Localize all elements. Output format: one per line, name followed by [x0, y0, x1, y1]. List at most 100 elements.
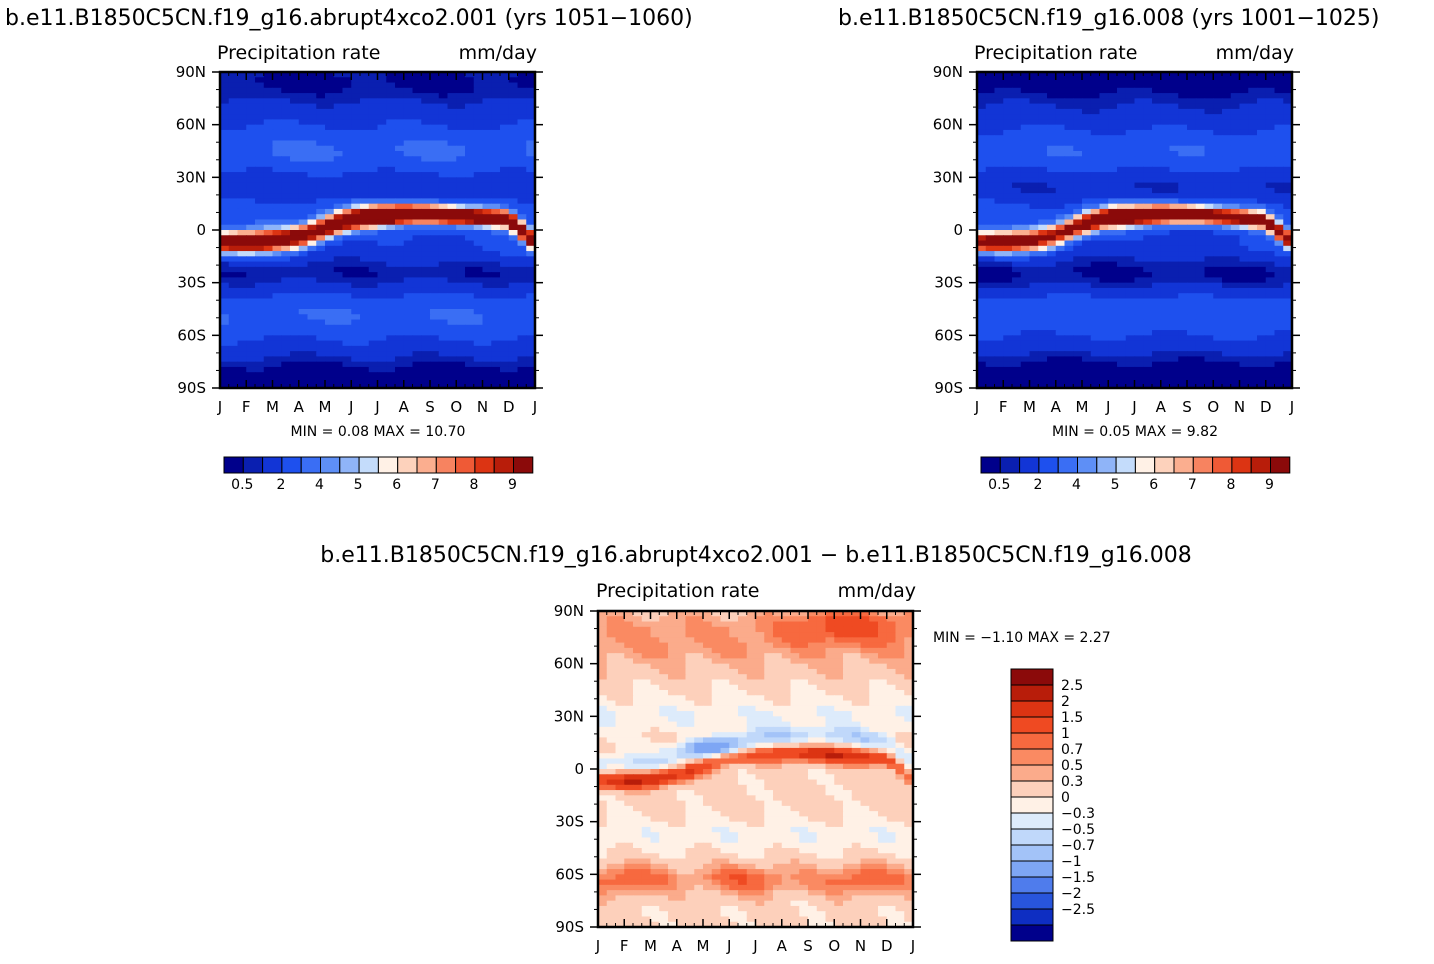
panel-b-cell — [1012, 309, 1022, 315]
panel-diff-cell — [729, 642, 739, 649]
panel-b-cell — [1222, 98, 1232, 105]
panel-b-cell — [1187, 261, 1197, 268]
panel-b-cell — [1283, 335, 1292, 342]
panel-a-cell — [430, 287, 440, 294]
panel-a-cell — [220, 219, 230, 226]
panel-a-cell — [281, 135, 291, 142]
panel-b-cell — [1283, 256, 1292, 263]
panel-b-cell — [1029, 72, 1039, 78]
panel-a-cell — [526, 335, 535, 342]
panel-b-cell — [1055, 166, 1066, 173]
panel-a-cell — [430, 77, 440, 84]
panel-a-cell — [316, 324, 326, 331]
panel-a-cell — [307, 251, 317, 257]
panel-b-cell — [1038, 208, 1048, 215]
panel-b-cell — [1274, 151, 1284, 157]
panel-a-cell — [482, 256, 492, 263]
panel-b-cell — [985, 208, 996, 215]
panel-b-cell — [1099, 151, 1109, 157]
panel-a-cell — [456, 340, 466, 347]
panel-b-cell — [1187, 356, 1197, 363]
panel-b: b.e11.B1850C5CN.f19_g16.008 (yrs 1001−10… — [838, 6, 1380, 493]
panel-b-cell — [1204, 240, 1214, 247]
panel-diff-cell — [860, 653, 870, 659]
panel-a-cell — [307, 140, 317, 147]
panel-a-cell — [403, 335, 414, 342]
panel-b-cell — [985, 187, 996, 194]
panel-b-cell — [977, 340, 987, 347]
panel-a-cell — [237, 156, 247, 163]
panel-b-cell — [1125, 224, 1136, 231]
panel-a-cell — [395, 198, 405, 205]
panel-b-cell — [1134, 198, 1144, 205]
panel-b-cell — [985, 303, 996, 310]
panel-b-cell — [1213, 330, 1223, 336]
panel-b-cell — [1257, 230, 1267, 236]
panel-diff-cell — [659, 653, 669, 659]
panel-b-cell — [1073, 309, 1083, 315]
panel-b-cell — [1239, 172, 1249, 178]
panel-a-cell — [281, 372, 291, 379]
panel-a-cell — [290, 208, 300, 215]
panel-a-cell — [360, 272, 370, 278]
panel-b-cell — [1230, 156, 1241, 163]
panel-b-cell — [985, 219, 996, 226]
panel-a-cell — [237, 98, 247, 105]
panel-b-cell — [1274, 108, 1284, 115]
panel-b-cell — [1213, 103, 1223, 110]
panel-a-cell — [351, 251, 361, 257]
panel-a-cell — [272, 172, 282, 178]
panel-a-cell — [412, 309, 422, 315]
panel-diff-cell — [641, 621, 652, 628]
panel-a-cell — [325, 166, 335, 173]
panel-a-cell — [508, 182, 519, 189]
panel-a-cell — [508, 177, 519, 184]
panel-a-cell — [403, 235, 414, 242]
panel-a-cell — [246, 140, 256, 147]
panel-b-cell — [1125, 177, 1136, 184]
panel-b-cell — [1160, 361, 1171, 368]
panel-a-cell — [220, 366, 230, 373]
panel-a-cell — [325, 361, 335, 368]
panel-a-cell — [473, 377, 484, 384]
panel-diff-cell — [895, 653, 905, 659]
panel-a-cell — [360, 219, 370, 226]
panel-a-cell — [473, 261, 484, 268]
panel-b-cell — [1125, 261, 1136, 268]
panel-b-cell — [1064, 319, 1074, 326]
panel-a-cell — [482, 198, 492, 205]
panel-a-cell — [508, 251, 519, 257]
panel-b-cell — [1064, 98, 1074, 105]
panel-diff-cell — [825, 626, 835, 633]
panel-b-cell — [1169, 124, 1179, 131]
panel-b-cell — [1239, 182, 1249, 189]
panel-a-cell — [368, 214, 379, 221]
panel-a-cell — [307, 314, 317, 321]
panel-a-cell — [228, 135, 239, 142]
panel-b-cell — [985, 119, 996, 126]
panel-a-cell — [386, 193, 396, 199]
panel-a-cell — [228, 361, 239, 368]
panel-a-cell — [368, 166, 379, 173]
panel-a-cell — [438, 72, 449, 78]
panel-b-cell — [1029, 214, 1039, 221]
panel-a-cell — [351, 135, 361, 142]
panel-a-cell — [482, 103, 492, 110]
panel-b-cell — [1160, 330, 1171, 336]
panel-b-cell — [1178, 345, 1188, 352]
panel-a-cell — [281, 293, 291, 300]
panel-b-cell — [1204, 366, 1214, 373]
panel-b-cell — [1178, 98, 1188, 105]
panel-a-cell — [500, 119, 510, 126]
panel-b-cell — [1230, 340, 1241, 347]
panel-b-cell — [1283, 230, 1292, 236]
panel-a-cell — [430, 114, 440, 120]
panel-a-cell — [316, 161, 326, 168]
panel-diff-cell — [895, 642, 905, 649]
panel-a-cell — [316, 182, 326, 189]
panel-a-cell — [403, 230, 414, 236]
panel-a-cell — [333, 293, 344, 300]
panel-a-cell — [430, 261, 440, 268]
panel-b-cell — [1248, 103, 1258, 110]
panel-a-cell — [412, 219, 422, 226]
